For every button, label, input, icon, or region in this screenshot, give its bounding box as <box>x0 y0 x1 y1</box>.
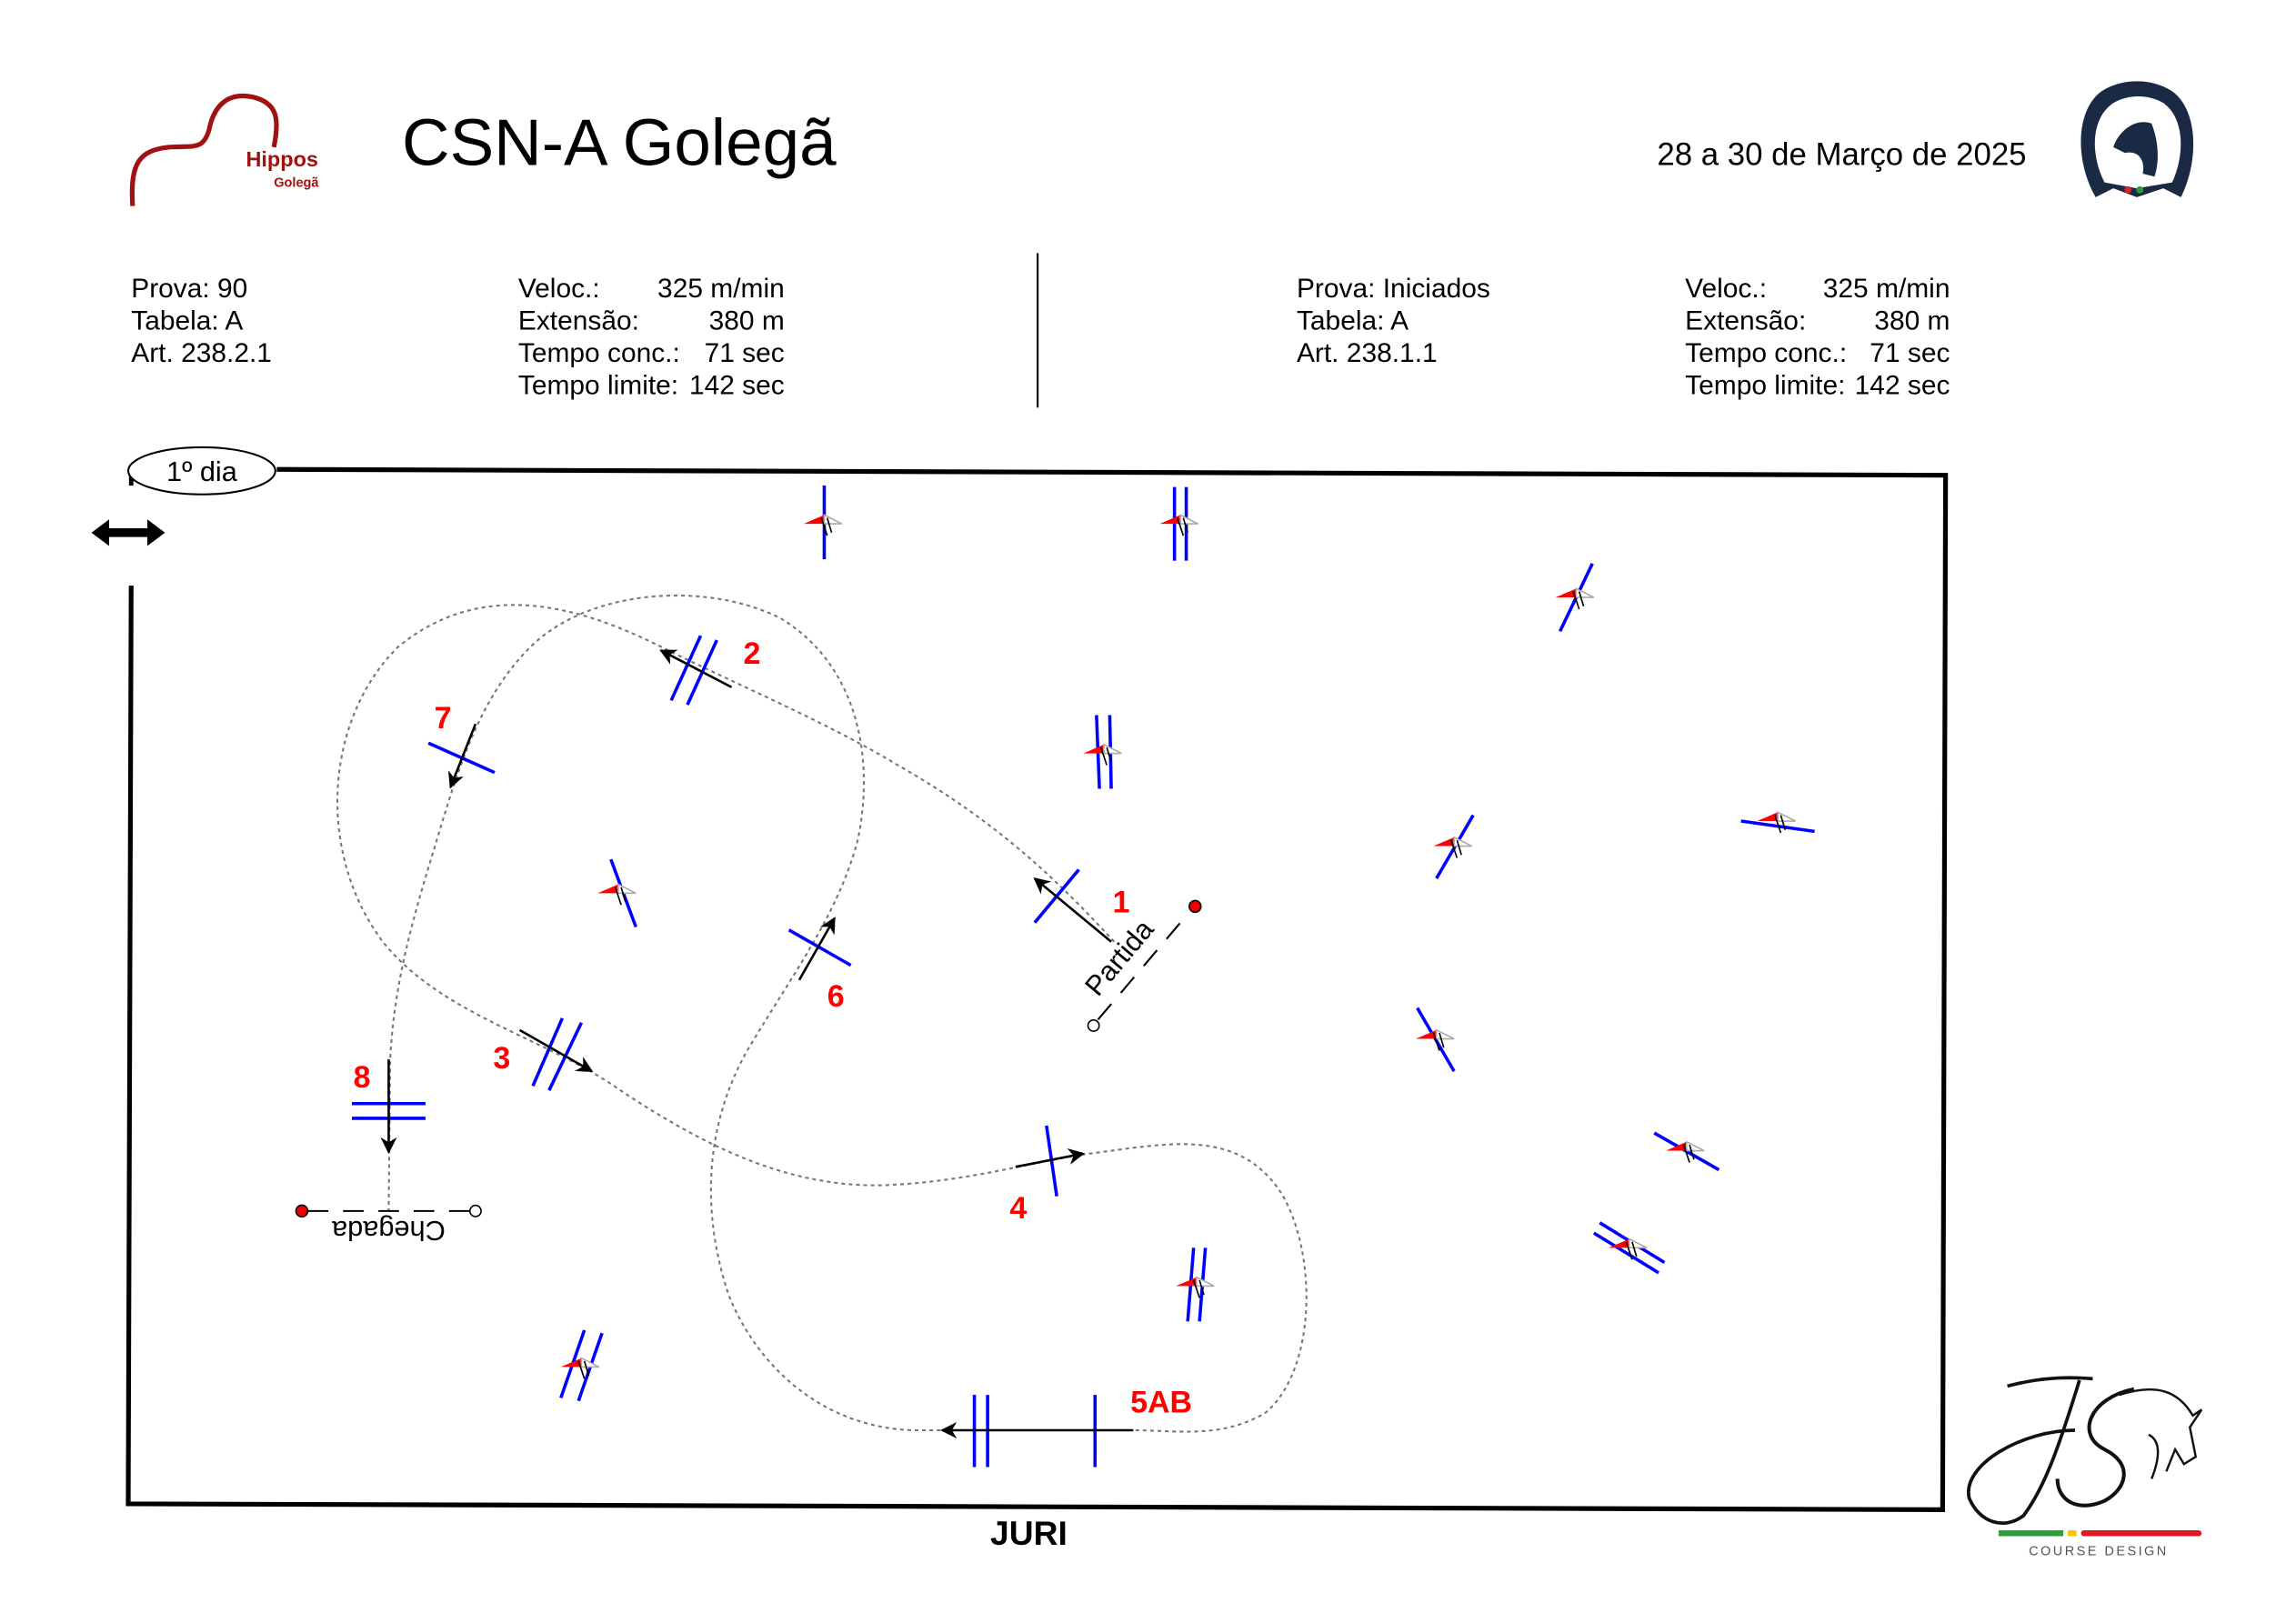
svg-text:COURSE DESIGN: COURSE DESIGN <box>2029 1545 2169 1559</box>
course-track <box>336 594 1308 1433</box>
fence-number: 5AB <box>1130 1386 1192 1420</box>
spare-fence <box>1740 811 1815 834</box>
js-course-design-logo: COURSE DESIGN <box>1967 1376 2203 1559</box>
spare-fence <box>1175 1247 1216 1322</box>
speed-label: Veloc.: <box>518 274 600 304</box>
hippos-text: Hippos <box>246 147 317 171</box>
spare-fence <box>1554 563 1595 633</box>
length-label: Extensão: <box>518 306 639 336</box>
fep-logo <box>2080 81 2194 197</box>
time-allowed-value: 71 sec <box>705 338 785 368</box>
article: Art. 238.1.1 <box>1297 338 1438 368</box>
length-value: 380 m <box>709 306 785 336</box>
spare-fences <box>559 486 1815 1402</box>
fence-4[interactable]: 4 <box>1009 1125 1086 1226</box>
time-allowed-label: Tempo conc.: <box>518 338 680 368</box>
start-line: Partida <box>1078 899 1202 1032</box>
spare-fence <box>597 858 637 928</box>
fence-6[interactable]: 6 <box>787 917 852 1014</box>
jury-label: JURI <box>990 1514 1068 1552</box>
time-limit-value: 142 sec <box>1855 371 1950 401</box>
fence-number: 6 <box>827 979 845 1014</box>
time-limit-label: Tempo limite: <box>1685 371 1845 401</box>
fence-2[interactable]: 2 <box>659 635 761 706</box>
time-allowed-value: 71 sec <box>1870 338 1950 368</box>
tabela: Tabela: A <box>1297 306 1409 336</box>
length-value: 380 m <box>1874 306 1950 336</box>
fence-5ab[interactable]: 5AB <box>940 1386 1192 1468</box>
fence-8[interactable]: 8 <box>351 1059 426 1154</box>
class-info-left: Prova: 90 Tabela: A Art. 238.2.1 Veloc.:… <box>131 274 785 401</box>
prova: Prova: Iniciados <box>1297 274 1490 304</box>
spare-fence <box>559 1329 604 1402</box>
spare-fence <box>1592 1221 1666 1275</box>
fence-1[interactable]: 1 <box>1033 868 1130 943</box>
spare-fence <box>1653 1131 1720 1172</box>
entrance-arrow-icon <box>91 519 165 546</box>
fence-number: 7 <box>435 701 452 736</box>
finish-label: Chegada <box>331 1215 446 1247</box>
time-allowed-label: Tempo conc.: <box>1685 338 1847 368</box>
fence-number: 2 <box>743 636 760 671</box>
day-badge: 1º dia <box>126 446 276 496</box>
fence-number: 4 <box>1009 1191 1027 1226</box>
time-limit-value: 142 sec <box>689 371 785 401</box>
fence-3[interactable]: 3 <box>493 1017 594 1091</box>
fence-7[interactable]: 7 <box>427 701 496 789</box>
spare-fence <box>1415 1007 1456 1073</box>
article: Art. 238.2.1 <box>131 338 272 368</box>
class-info-right: Prova: Iniciados Tabela: A Art. 238.1.1 … <box>1297 274 1950 401</box>
length-label: Extensão: <box>1685 306 1806 336</box>
fence-number: 1 <box>1113 885 1130 919</box>
svg-text:1º dia: 1º dia <box>166 456 238 487</box>
spare-fence <box>1432 814 1475 880</box>
speed-value: 325 m/min <box>1823 274 1950 304</box>
speed-value: 325 m/min <box>657 274 785 304</box>
fence-number: 8 <box>354 1060 371 1095</box>
prova: Prova: 90 <box>131 274 247 304</box>
time-limit-label: Tempo limite: <box>518 371 678 401</box>
finish-line: Chegada <box>295 1204 482 1247</box>
spare-fence <box>803 486 843 559</box>
arena-border <box>125 466 1949 1512</box>
fence-number: 3 <box>493 1041 510 1076</box>
event-date: 28 a 30 de Março de 2025 <box>1657 137 2026 172</box>
golega-text: Golegã <box>274 176 319 191</box>
hippos-logo: Hippos Golegã <box>129 94 319 206</box>
speed-label: Veloc.: <box>1685 274 1767 304</box>
tabela: Tabela: A <box>131 306 243 336</box>
spare-fence <box>1158 486 1199 561</box>
spare-fence <box>1082 715 1123 789</box>
page-title: CSN-A Golegã <box>402 105 837 179</box>
